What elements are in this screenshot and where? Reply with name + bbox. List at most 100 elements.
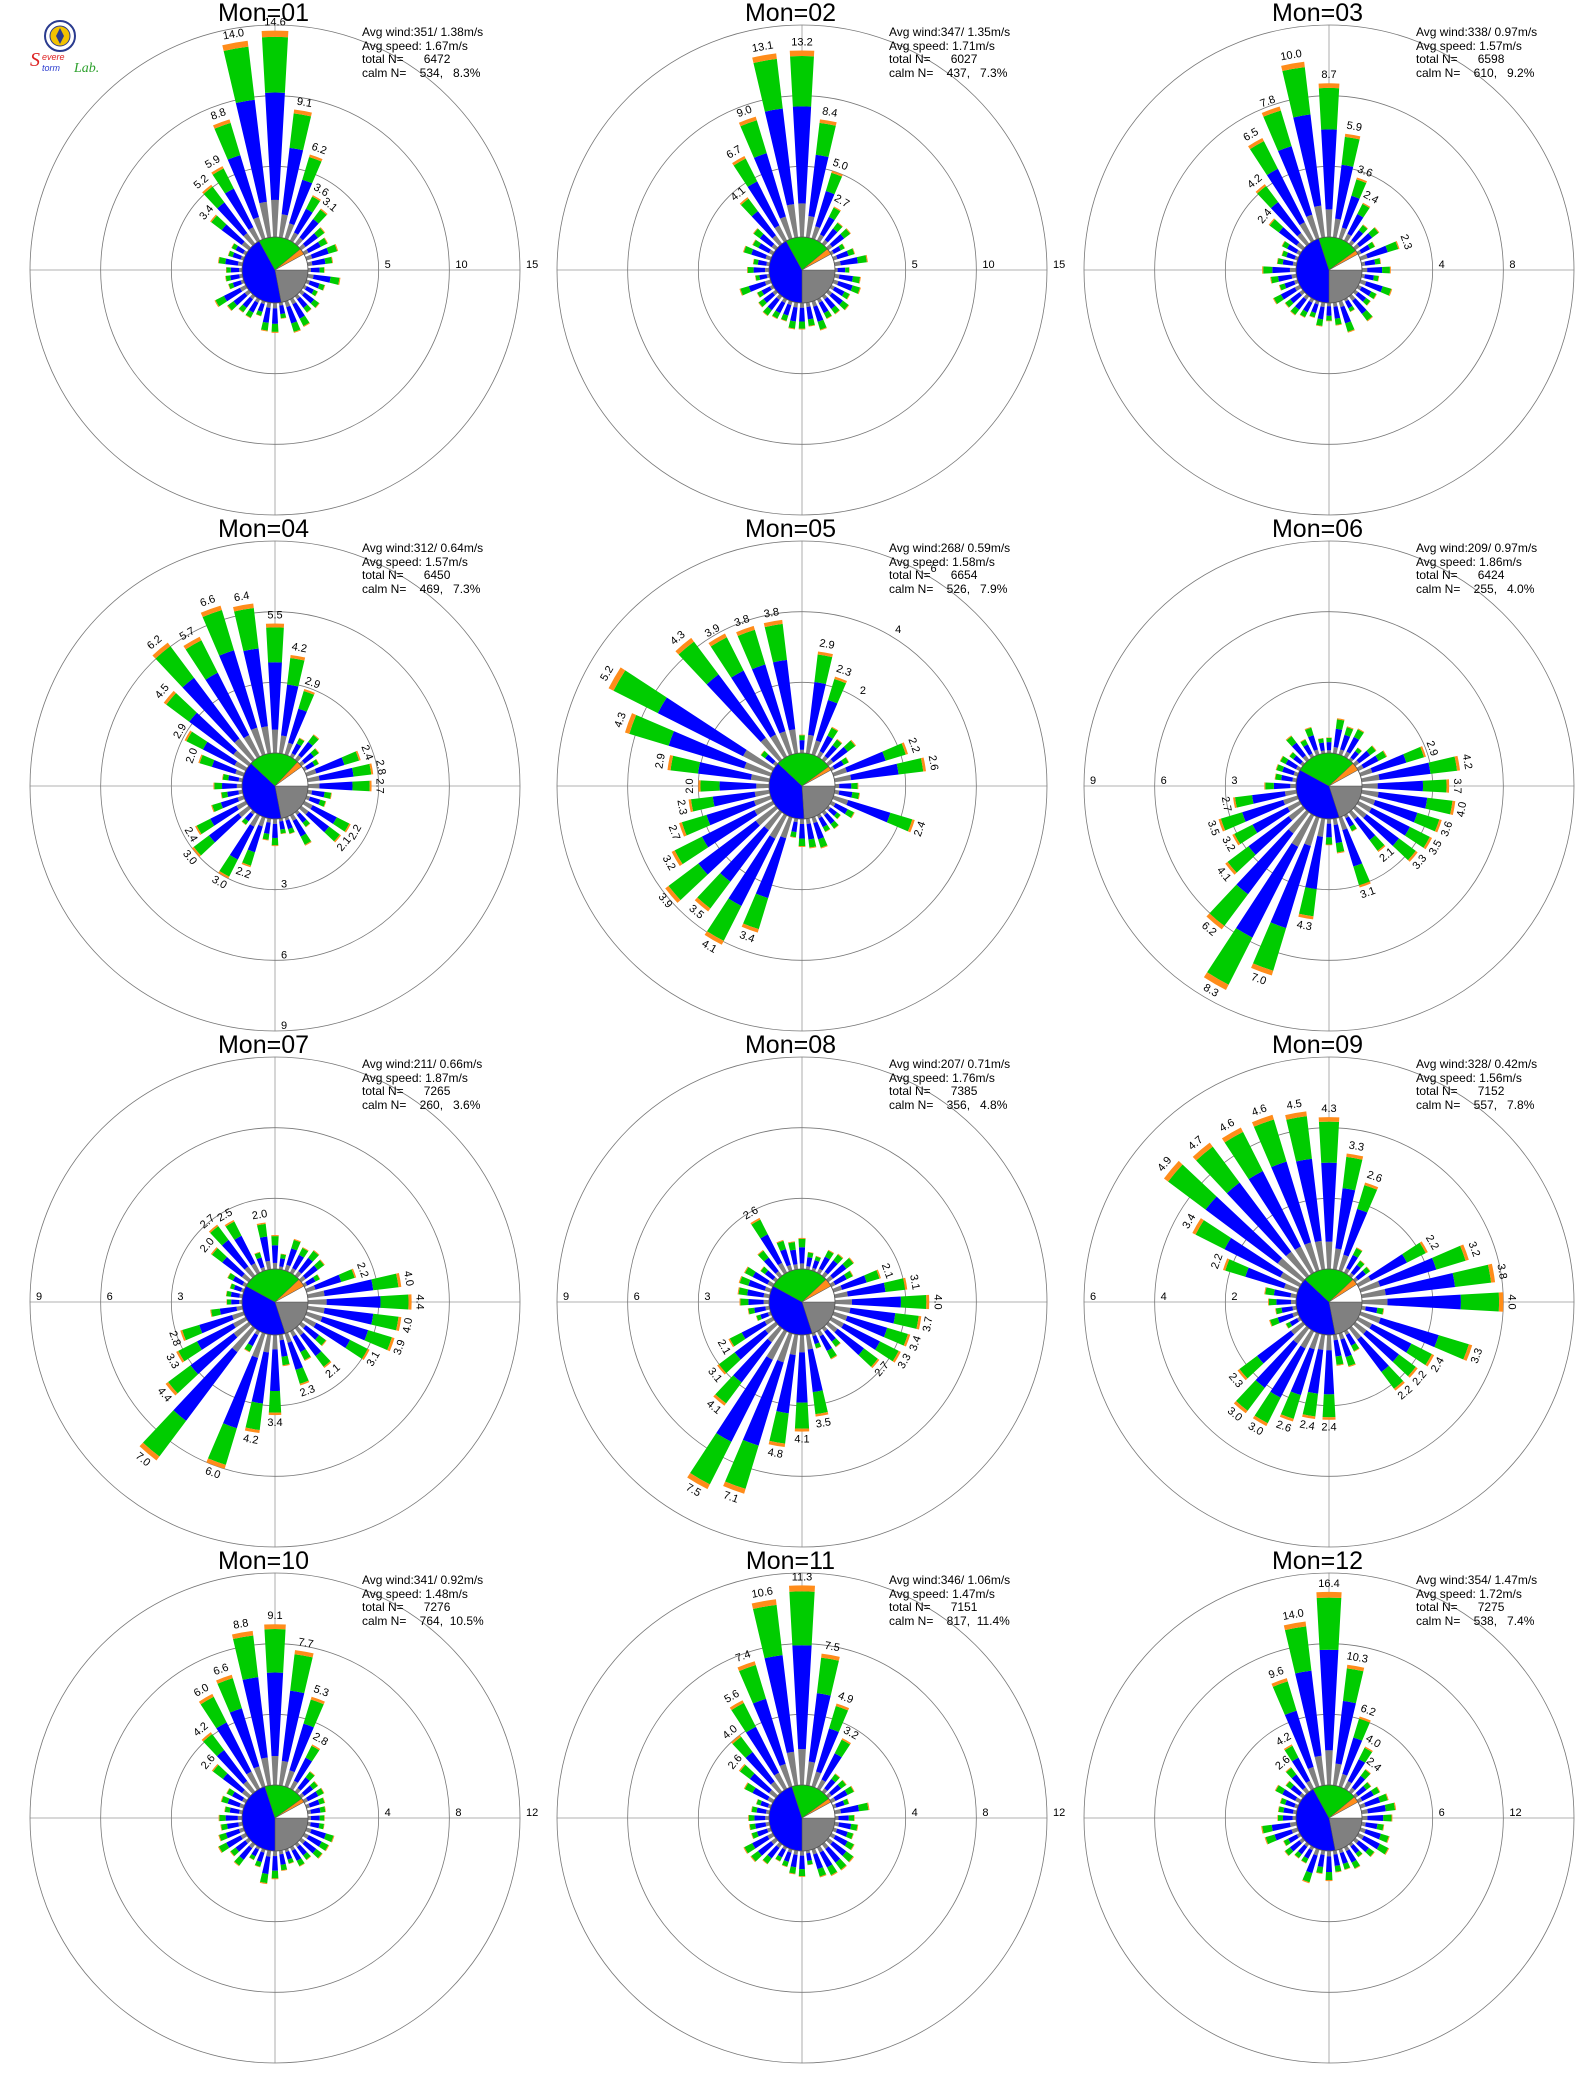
rose-bar-200-bin1 <box>1270 843 1311 929</box>
rose-bar-260-bin3 <box>1261 1825 1264 1834</box>
rose-bar-100-bin2 <box>371 1313 399 1331</box>
rose-bar-210-bin1 <box>728 835 776 906</box>
rose-bar-240-bin1 <box>1280 287 1297 300</box>
rose-bar-0-bin2 <box>790 56 814 107</box>
rose-bar-160-bin2 <box>291 321 301 332</box>
rose-bar-120-bin3 <box>1384 1847 1390 1855</box>
rose-bar-270-bin0 <box>237 1815 243 1821</box>
rose-bar-120-bin0 <box>1356 1316 1373 1329</box>
rose-bar-290-bin2 <box>1281 250 1288 258</box>
rose-bar-250-bin1 <box>760 1312 770 1320</box>
rose-bar-290-bin2 <box>221 1795 230 1804</box>
rose-bar-180-bin3 <box>794 1428 810 1432</box>
rose-bar-230-bin3 <box>665 885 681 903</box>
rose-bar-330-bin1 <box>1266 168 1305 226</box>
direction-label: 2.3 <box>1398 233 1415 251</box>
stats-avg-wind: Avg wind:338/ 0.97m/s <box>1416 25 1538 39</box>
stats-total-n: total N= 7385 <box>889 1084 978 1098</box>
rose-bar-230-bin1 <box>1290 292 1303 304</box>
rose-bar-70-bin3 <box>852 248 856 255</box>
rose-bar-0-bin2 <box>271 1236 279 1246</box>
rose-bar-20-bin1 <box>286 1248 298 1267</box>
range-ring <box>29 540 521 1032</box>
rose-bar-260-bin2 <box>225 275 232 282</box>
rose-bar-300-bin2 <box>1195 1220 1232 1250</box>
rose-bar-80-bin1 <box>846 1282 886 1297</box>
rose-bar-90-bin1 <box>1367 267 1383 273</box>
rose-bar-350-bin2 <box>1284 1626 1312 1674</box>
rose-bar-210-bin3 <box>218 870 230 879</box>
rose-bar-260-bin1 <box>1252 791 1286 804</box>
rose-bar-180-bin0 <box>272 1850 278 1857</box>
rose-bar-210-bin2 <box>219 855 238 877</box>
rose-bar-20-bin2 <box>829 1706 849 1732</box>
rose-bar-290-bin1 <box>748 1279 767 1291</box>
rose-bar-120-bin1 <box>310 805 337 824</box>
rose-bar-20-bin0 <box>284 1264 291 1272</box>
calm-circle <box>241 1784 309 1852</box>
rose-bar-310-bin3 <box>760 1266 765 1272</box>
rose-bar-90-bin1 <box>1367 1814 1384 1822</box>
rose-bar-0-bin0 <box>799 749 805 754</box>
rose-bar-0-bin0 <box>1325 209 1333 238</box>
rose-bar-0-bin2 <box>264 1629 286 1673</box>
rose-bar-250-bin3 <box>218 1834 222 1842</box>
rose-bar-40-bin1 <box>1350 751 1359 760</box>
rose-bar-170-bin2 <box>1334 1865 1342 1872</box>
rose-bar-210-bin3 <box>1299 314 1306 318</box>
rose-bar-250-bin2 <box>228 282 235 290</box>
rose-bar-30-bin1 <box>293 1757 313 1783</box>
rose-bar-250-bin3 <box>679 822 687 837</box>
rose-bar-120-bin0 <box>302 1316 317 1328</box>
direction-label: 4.3 <box>1296 919 1313 933</box>
rose-bar-250-bin0 <box>1283 795 1299 805</box>
rose-bar-250-bin2 <box>182 1324 203 1341</box>
rose-bar-160-bin0 <box>1338 816 1348 831</box>
calm-circle <box>1295 1784 1363 1852</box>
rose-bar-230-bin3 <box>191 846 201 857</box>
rose-bar-10-bin3 <box>1346 1664 1365 1672</box>
rose-bar-160-bin1 <box>1340 305 1351 324</box>
rose-bar-20-bin1 <box>1340 734 1351 751</box>
rose-bar-230-bin1 <box>235 1840 248 1852</box>
rose-bar-100-bin3 <box>858 276 861 284</box>
direction-label: 2.1 <box>879 1262 896 1280</box>
rose-bar-240-bin0 <box>240 1832 248 1840</box>
rose-bar-280-bin2 <box>751 1806 758 1813</box>
ring-label: 6 <box>1161 775 1167 787</box>
rose-bar-100-bin1 <box>1365 1306 1378 1314</box>
rose-bar-310-bin1 <box>1278 227 1300 246</box>
rose-bar-30-bin0 <box>1343 1780 1352 1791</box>
rose-bar-320-bin2 <box>203 186 225 209</box>
rose-bar-0-bin3 <box>1318 1117 1340 1122</box>
rose-bar-250-bin3 <box>751 1833 754 1839</box>
rose-bar-50-bin1 <box>301 1785 314 1796</box>
rose-bar-30-bin2 <box>1357 203 1370 218</box>
rose-bar-230-bin3 <box>229 1851 235 1857</box>
rose-bar-130-bin3 <box>1370 1851 1375 1858</box>
rose-bar-180-bin0 <box>272 818 278 824</box>
direction-label: 2.8 <box>373 759 387 776</box>
rose-bar-230-bin2 <box>718 1352 741 1374</box>
rose-bar-270-bin1 <box>1272 266 1290 274</box>
rose-bar-130-bin1 <box>1363 814 1399 846</box>
rose-bar-130-bin2 <box>315 1334 326 1346</box>
rose-bar-270-bin2 <box>700 780 720 792</box>
rose-bar-30-bin0 <box>1343 233 1352 243</box>
rose-bar-10-bin2 <box>287 657 305 687</box>
rose-bar-100-bin1 <box>323 1307 374 1325</box>
rose-bar-150-bin1 <box>818 300 829 314</box>
rose-bar-180-bin2 <box>268 1390 282 1413</box>
rose-bar-50-bin3 <box>842 1779 847 1785</box>
rose-bar-50-bin0 <box>299 1275 306 1283</box>
rose-bar-90-bin0 <box>834 783 840 789</box>
rose-bar-270-bin1 <box>719 781 757 791</box>
rose-bar-260-bin2 <box>221 791 229 799</box>
rose-bar-110-bin3 <box>1463 1344 1473 1361</box>
rose-bar-240-bin0 <box>236 800 248 810</box>
rose-bar-80-bin1 <box>318 767 354 781</box>
rose-bar-0-bin3 <box>1316 1591 1342 1598</box>
rose-bar-170-bin0 <box>1332 1334 1338 1341</box>
rose-bar-80-bin3 <box>865 254 868 263</box>
rose-bar-100-bin3 <box>856 1824 859 1831</box>
